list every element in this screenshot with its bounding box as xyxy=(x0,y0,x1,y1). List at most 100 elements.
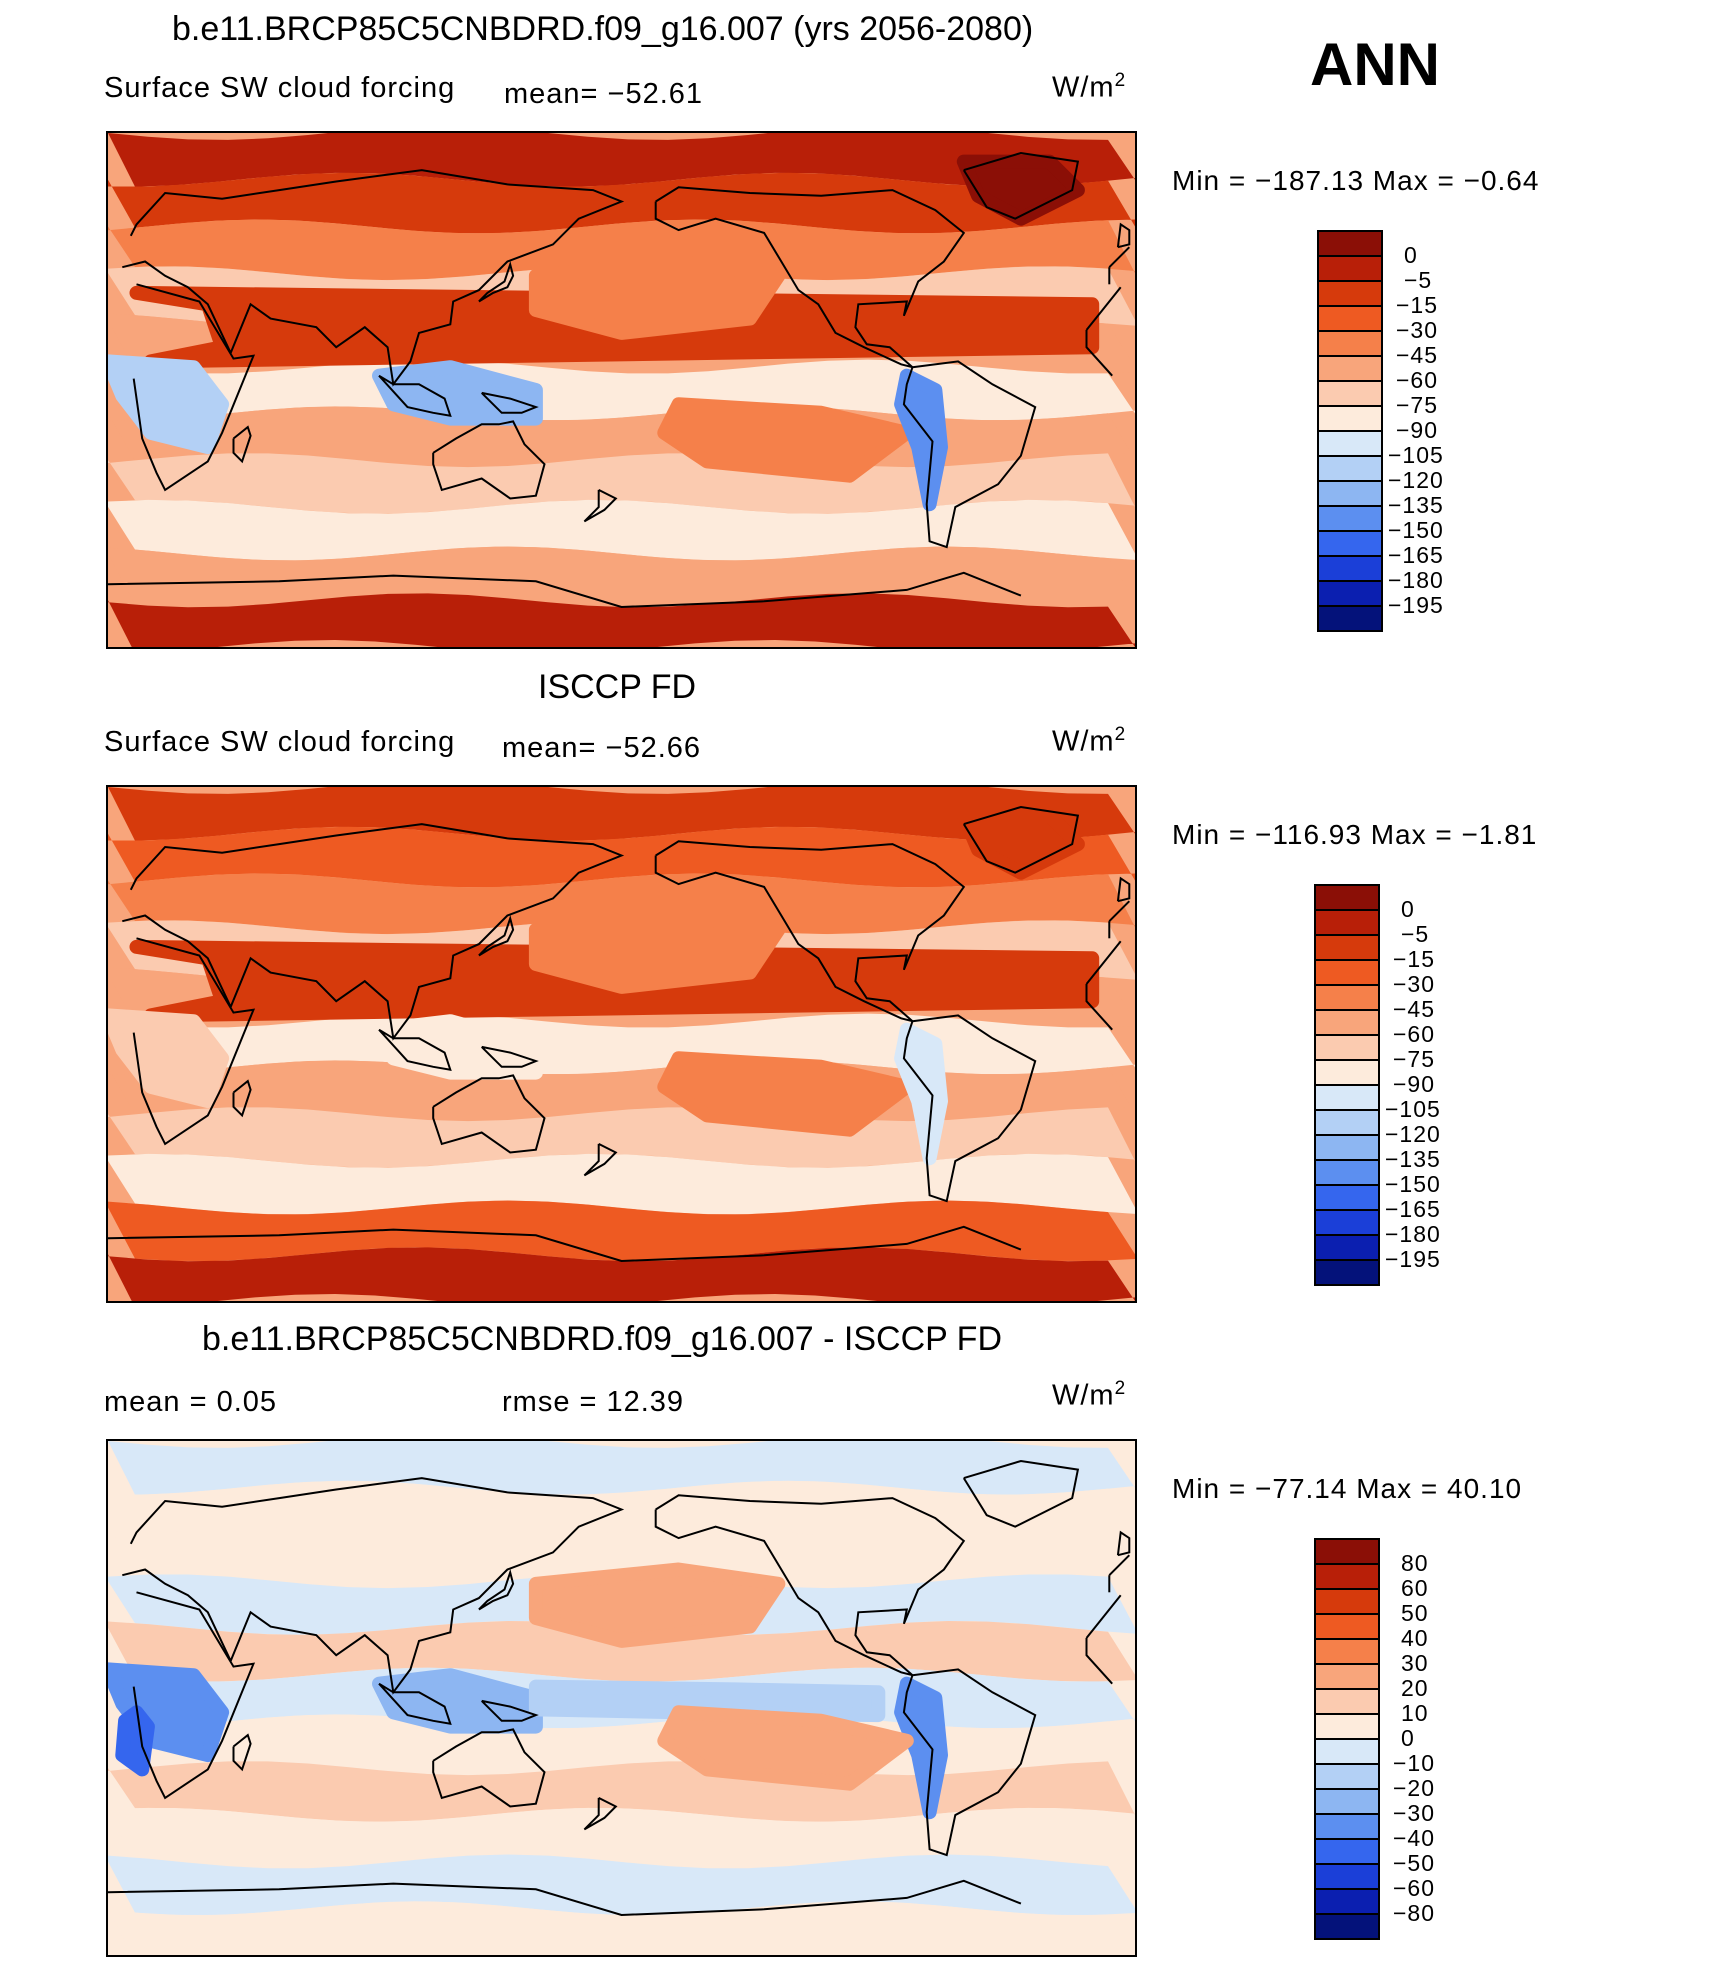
colorbar-1 xyxy=(1317,230,1383,632)
colorbar-tick-label: −120 xyxy=(1385,1121,1441,1147)
colorbar-tick-label: 20 xyxy=(1401,1675,1429,1701)
colorbar-box xyxy=(1319,582,1381,607)
colorbar-tick-label: 30 xyxy=(1401,1650,1429,1676)
coastline xyxy=(232,1079,252,1118)
field-blob-south-pacific xyxy=(657,397,914,483)
colorbar-tick-label: −20 xyxy=(1393,1775,1436,1801)
panel-3-rmse: rmse = 12.39 xyxy=(502,1386,685,1418)
coastline xyxy=(432,420,546,500)
colorbar-box xyxy=(1319,432,1381,457)
panel-2-mean: mean= −52.66 xyxy=(502,732,702,764)
colorbar-tick-label: −180 xyxy=(1388,567,1444,593)
coastline xyxy=(1085,330,1113,377)
colorbar-tick-label: −30 xyxy=(1393,971,1436,997)
colorbar-tick-label: −10 xyxy=(1393,1750,1436,1776)
coastline xyxy=(654,840,966,1023)
map-diff-field xyxy=(108,1441,1135,1955)
coastline xyxy=(962,805,1080,874)
panel-3-title: b.e11.BRCP85C5CNBDRD.f09_g16.007 - ISCCP… xyxy=(202,1320,1002,1358)
coastline xyxy=(108,571,1022,609)
colorbar-box xyxy=(1316,1590,1378,1615)
colorbar-tick-label: −195 xyxy=(1388,592,1444,618)
colorbar-tick-label: 0 xyxy=(1401,1725,1415,1751)
colorbar-box xyxy=(1316,1765,1378,1790)
colorbar-tick-label: −60 xyxy=(1393,1875,1436,1901)
coastline xyxy=(902,360,1037,549)
field-band xyxy=(108,593,1135,647)
colorbar-box xyxy=(1319,382,1381,407)
field-blob-andes xyxy=(894,368,948,512)
panel-2-title: ISCCP FD xyxy=(538,668,697,706)
colorbar-box xyxy=(1319,282,1381,307)
coastline xyxy=(1085,984,1113,1031)
panel-2-units: W/m2 xyxy=(1052,724,1127,758)
coastline xyxy=(108,1879,1022,1917)
panel-2-minmax: Min = −116.93 Max = −1.81 xyxy=(1172,819,1538,850)
colorbar-box xyxy=(1316,1261,1378,1284)
colorbar-tick-label: 40 xyxy=(1401,1625,1429,1651)
colorbar-box xyxy=(1316,1790,1378,1815)
coastline xyxy=(654,186,966,369)
colorbar-box xyxy=(1319,232,1381,257)
colorbar-tick-label: −120 xyxy=(1388,467,1444,493)
colorbar-box xyxy=(1316,1036,1378,1061)
colorbar-tick-label: −5 xyxy=(1404,267,1433,293)
field-band xyxy=(108,826,1135,888)
field-blob-central-africa xyxy=(108,354,230,455)
colorbar-box xyxy=(1316,936,1378,961)
colorbar-tick-label: −50 xyxy=(1393,1850,1436,1876)
coastline xyxy=(1108,900,1131,922)
colorbar-tick-label: −15 xyxy=(1396,292,1439,318)
colorbar-tick-label: −80 xyxy=(1393,1900,1436,1926)
colorbar-box xyxy=(1316,886,1378,911)
colorbar-box xyxy=(1316,1665,1378,1690)
coastline xyxy=(378,374,452,417)
season-label: ANN xyxy=(1310,31,1440,98)
coastline xyxy=(478,1568,515,1611)
colorbar-box xyxy=(1316,1086,1378,1111)
coastline xyxy=(902,1668,1037,1857)
colorbar-tick-label: −150 xyxy=(1388,517,1444,543)
field-band xyxy=(108,133,1135,187)
colorbar-box xyxy=(1316,1615,1378,1640)
coastline xyxy=(122,823,625,1041)
colorbar-box xyxy=(1316,1740,1378,1765)
coastline xyxy=(654,1494,966,1677)
panel-1-units: W/m2 xyxy=(1052,70,1127,104)
map-model-field xyxy=(108,133,1135,647)
colorbar-box xyxy=(1319,532,1381,557)
colorbar-2 xyxy=(1314,884,1380,1286)
field-band xyxy=(108,172,1135,234)
coastline xyxy=(132,937,256,1146)
coastline xyxy=(583,1143,618,1177)
colorbar-tick-label: −90 xyxy=(1396,417,1439,443)
colorbar-box xyxy=(1316,1890,1378,1915)
field-band xyxy=(108,1761,1135,1822)
coastline xyxy=(1085,940,1122,985)
map-obs xyxy=(106,785,1137,1303)
field-band xyxy=(108,1013,1135,1075)
colorbar-box xyxy=(1316,1161,1378,1186)
colorbar-tick-label: −45 xyxy=(1396,342,1439,368)
colorbar-box xyxy=(1319,607,1381,630)
colorbar-box xyxy=(1319,507,1381,532)
colorbar-tick-label: 50 xyxy=(1401,1600,1429,1626)
colorbar-box xyxy=(1316,1915,1378,1938)
colorbar-tick-label: −45 xyxy=(1393,996,1436,1022)
field-blob-central-africa xyxy=(108,1662,230,1763)
field-blob-maritime-continent xyxy=(372,1668,543,1734)
field-band xyxy=(108,1107,1135,1168)
coastline xyxy=(1108,246,1131,268)
field-blob-maritime-continent xyxy=(372,360,543,426)
colorbar-tick-label: −105 xyxy=(1385,1096,1441,1122)
coastline xyxy=(108,1225,1022,1263)
colorbar-box xyxy=(1316,1236,1378,1261)
colorbar-tick-label: 0 xyxy=(1404,242,1418,268)
colorbar-box xyxy=(1319,407,1381,432)
coastline xyxy=(480,391,539,414)
field-band xyxy=(108,1527,1135,1589)
coastline xyxy=(432,1728,546,1808)
coastline xyxy=(1116,1530,1131,1557)
colorbar-tick-label: −135 xyxy=(1385,1146,1441,1172)
colorbar-box xyxy=(1319,557,1381,582)
